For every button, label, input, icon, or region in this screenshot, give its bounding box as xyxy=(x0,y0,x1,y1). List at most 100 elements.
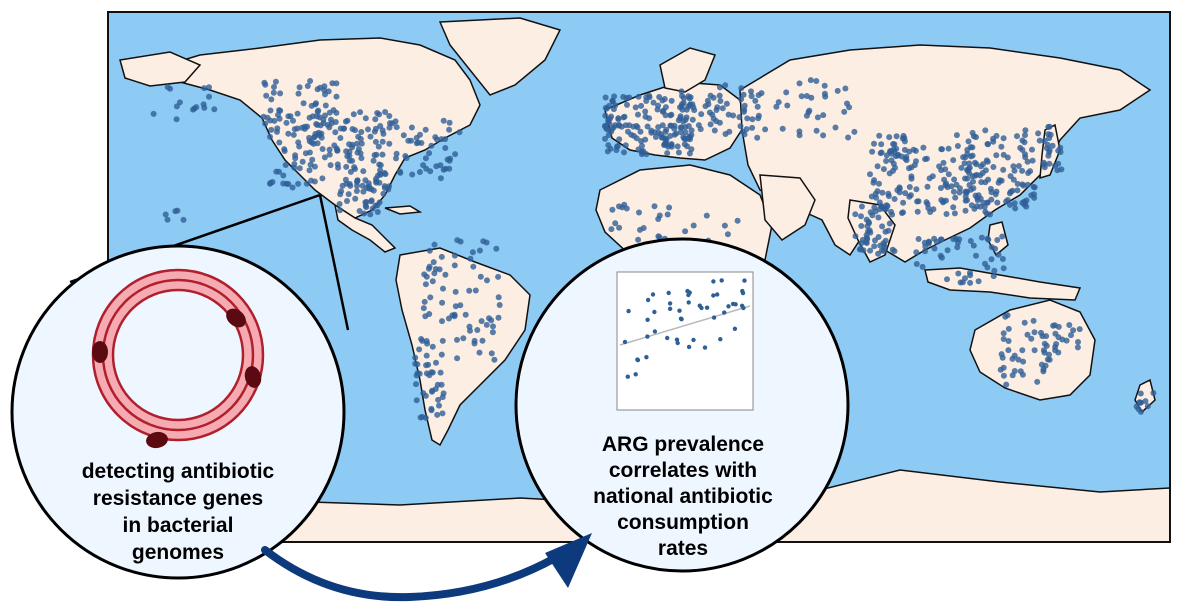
sample-point xyxy=(674,143,681,150)
sample-point xyxy=(1137,399,1144,406)
sample-point xyxy=(707,121,714,128)
sample-point xyxy=(970,185,977,192)
sample-point xyxy=(868,193,875,200)
sample-point xyxy=(344,198,350,204)
scatter-point xyxy=(719,278,724,283)
sample-point xyxy=(408,124,415,131)
sample-point xyxy=(682,228,689,235)
sample-point xyxy=(953,132,960,139)
sample-point xyxy=(614,143,621,150)
sample-point xyxy=(1014,180,1021,187)
sample-point xyxy=(308,139,315,146)
sample-point xyxy=(985,236,992,243)
scatter-point xyxy=(718,337,723,342)
sample-point xyxy=(990,138,997,145)
sample-point xyxy=(867,229,874,236)
sample-point xyxy=(1066,322,1073,328)
sample-point xyxy=(687,94,694,101)
sample-point xyxy=(350,111,357,118)
sample-point xyxy=(820,132,827,139)
sample-point xyxy=(162,211,169,218)
sample-point xyxy=(421,271,428,278)
sample-point xyxy=(625,128,631,135)
sample-point xyxy=(318,134,325,141)
sample-point xyxy=(748,93,755,100)
sample-point xyxy=(978,234,985,241)
sample-point xyxy=(439,410,446,417)
sample-point xyxy=(397,169,404,176)
sample-point xyxy=(440,285,446,292)
sample-point xyxy=(490,323,496,330)
sample-point xyxy=(386,124,393,131)
scatter-point xyxy=(667,301,673,306)
sample-point xyxy=(944,184,951,191)
sample-point xyxy=(624,101,630,108)
sample-point xyxy=(940,199,947,206)
sample-point xyxy=(296,84,303,91)
sample-point xyxy=(621,149,627,156)
sample-point xyxy=(893,145,900,152)
sample-point xyxy=(1019,347,1026,354)
sample-point xyxy=(333,93,340,100)
resistance-gene-marker xyxy=(244,366,262,388)
sample-point xyxy=(374,202,381,209)
sample-point xyxy=(456,129,463,136)
sample-point xyxy=(911,162,918,169)
sample-point xyxy=(446,165,453,172)
sample-point xyxy=(807,77,814,84)
sample-point xyxy=(869,212,876,219)
sample-point xyxy=(173,103,180,110)
sample-point xyxy=(493,245,500,252)
sample-point xyxy=(950,188,957,195)
sample-point xyxy=(970,178,976,185)
sample-point xyxy=(466,287,473,294)
sample-point xyxy=(988,256,995,263)
sample-point xyxy=(813,127,820,134)
sample-point xyxy=(1022,132,1028,139)
sample-point xyxy=(272,78,279,85)
sample-point xyxy=(648,127,655,134)
sample-point xyxy=(446,126,453,133)
sample-point xyxy=(268,126,275,133)
sample-point xyxy=(655,124,662,131)
sample-point xyxy=(832,124,839,131)
sample-point xyxy=(938,254,945,261)
sample-point xyxy=(372,116,379,123)
sample-point xyxy=(299,158,306,165)
right-callout-line: ARG prevalence xyxy=(602,433,764,456)
sample-point xyxy=(922,243,929,250)
sample-point xyxy=(422,155,429,162)
sample-point xyxy=(362,115,369,122)
sample-point xyxy=(668,111,675,118)
scatter-point xyxy=(674,337,680,342)
sample-point xyxy=(352,166,358,172)
sample-point xyxy=(454,336,460,343)
sample-point xyxy=(386,113,393,119)
scatter-point xyxy=(711,315,717,320)
sample-point xyxy=(754,103,761,110)
sample-point xyxy=(495,273,502,280)
sample-point xyxy=(428,405,435,412)
sample-point xyxy=(951,176,958,183)
sample-point xyxy=(377,167,384,174)
sample-point xyxy=(371,152,378,159)
sample-point xyxy=(1045,152,1052,159)
sample-point xyxy=(852,233,859,240)
sample-point xyxy=(1034,378,1041,385)
sample-point xyxy=(666,204,673,211)
sample-point xyxy=(321,87,328,94)
sample-point xyxy=(902,190,909,197)
sample-point xyxy=(442,136,449,143)
sample-point xyxy=(651,203,658,210)
sample-point xyxy=(358,155,365,162)
sample-point xyxy=(1010,163,1017,170)
sample-point xyxy=(621,113,628,120)
sample-point xyxy=(429,343,436,350)
sample-point xyxy=(883,152,890,159)
sample-point xyxy=(430,259,437,266)
sample-point xyxy=(1046,160,1053,167)
sample-point xyxy=(1041,340,1048,347)
sample-point xyxy=(716,84,723,91)
sample-point xyxy=(271,84,277,90)
sample-point xyxy=(940,159,947,166)
